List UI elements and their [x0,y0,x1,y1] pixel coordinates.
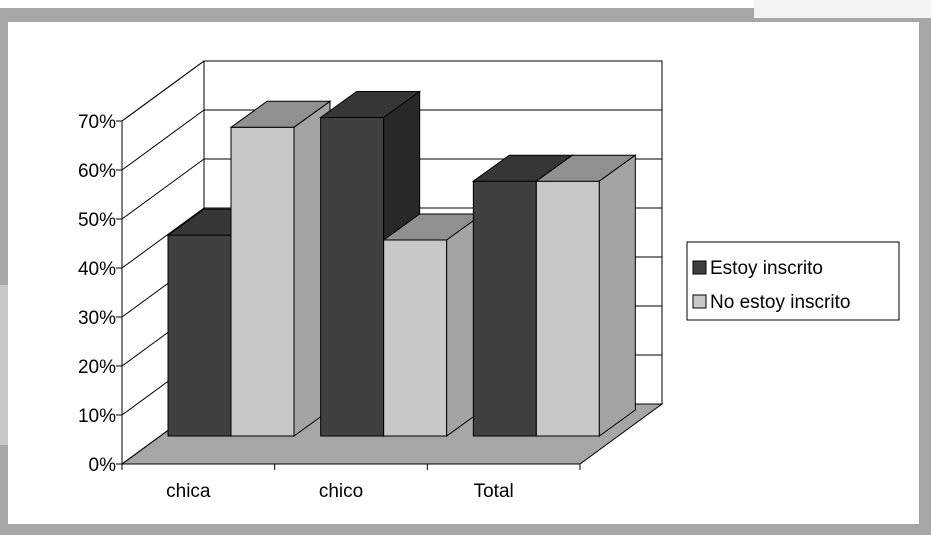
y-axis-ticks: 0% 10% 20% 30% 40% 50% 60% 70% [78,60,205,476]
bar-side [598,154,636,437]
x-axis: chica chico Total [121,463,581,502]
y-tick-label: 0% [89,455,117,476]
legend: Estoy inscrito No estoy inscrito [686,241,900,321]
side-wall-top-edge [121,60,205,122]
y-tick-label: 10% [78,406,116,427]
y-tick-label: 70% [78,112,116,133]
bar [382,213,485,437]
y-tick-label: 50% [78,210,116,231]
bar-front [230,126,295,437]
bar [534,154,637,437]
bars [166,90,637,437]
background-strip [0,0,931,8]
x-category-label: chico [319,481,363,502]
bar-front [535,180,600,437]
x-category-label: chica [166,481,211,502]
bar-front [167,234,232,437]
x-category-label: Total [474,481,514,502]
side-wall-gridline [121,109,205,171]
legend-label: No estoy inscrito [710,292,850,313]
side-wall-gridline [121,207,205,269]
bar [229,100,332,437]
side-wall-gridline [121,158,205,220]
bar-front [320,117,385,437]
y-tick-label: 20% [78,357,116,378]
bar-front [472,180,537,437]
legend-swatch [692,294,707,309]
background-patch [754,0,931,18]
y-tick-label: 30% [78,308,116,329]
chart-area: 0% 10% 20% 30% 40% 50% 60% 70% chica chico Total Es… [8,22,919,524]
bar-chart-3d: 0% 10% 20% 30% 40% 50% 60% 70% chica chico Total Es… [78,60,900,502]
y-tick-label: 40% [78,259,116,280]
legend-swatch [692,260,707,275]
y-tick-label: 60% [78,161,116,182]
background-side-patch [0,285,8,445]
legend-box [686,241,900,321]
legend-label: Estoy inscrito [710,258,823,279]
bar-front [383,239,448,437]
